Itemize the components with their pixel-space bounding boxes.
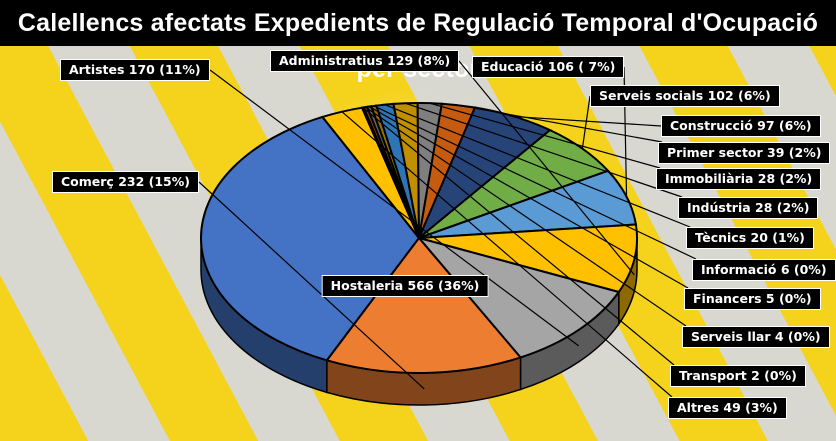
leader-line-serveis-socials (581, 95, 591, 149)
leader-line-industria (405, 102, 683, 198)
pie-slice-hostaleria (200, 115, 421, 362)
leader-line-artistes (209, 69, 580, 347)
data-label-serveis-llar: Serveis llar 4 (0%) (682, 326, 830, 348)
data-label-construccio: Construcció 97 (6%) (661, 115, 821, 137)
leader-line-primer-sector (458, 104, 663, 143)
pie-slice-artistes (416, 236, 621, 359)
leader-line-construccio (514, 115, 662, 127)
leader-line-immobiliaria (429, 102, 661, 169)
leader-line-serveis-llar (365, 106, 687, 327)
data-label-financers: Financers 5 (0%) (684, 288, 821, 310)
data-label-industria: Indústria 28 (2%) (678, 197, 819, 219)
data-label-transport: Transport 2 (0%) (670, 365, 806, 387)
data-label-artistes: Artistes 170 (11%) (60, 59, 210, 81)
data-label-administratius: Administratius 129 (8%) (270, 50, 460, 72)
leader-line-transport (362, 107, 675, 366)
data-label-primer-sector: Primer sector 39 (2%) (658, 142, 831, 164)
data-label-tecnics: Tècnics 20 (1%) (686, 227, 814, 249)
leader-line-altres (341, 111, 673, 398)
data-label-educacio: Educació 106 ( 7%) (472, 56, 625, 78)
leader-line-administratius (458, 60, 635, 276)
data-label-serveis-socials: Serveis socials 102 (6%) (590, 85, 780, 107)
data-label-comerc: Comerç 232 (15%) (52, 171, 199, 193)
data-label-immobiliaria: Immobiliària 28 (2%) (656, 168, 822, 190)
data-label-hostaleria: Hostaleria 566 (36%) (321, 275, 489, 297)
pie-slice-administratius (418, 223, 638, 294)
leader-line-financers (368, 106, 689, 289)
leader-line-informacio (373, 105, 697, 260)
chart-title: Calellencs afectats Expedients de Regula… (0, 0, 836, 83)
leader-line-comerc (198, 181, 425, 390)
pie-slice-comerc (325, 236, 523, 374)
data-label-informacio: Informació 6 (0%) (692, 259, 836, 281)
data-label-altres: Altres 49 (3%) (668, 397, 787, 419)
leader-line-tecnics (384, 104, 691, 228)
